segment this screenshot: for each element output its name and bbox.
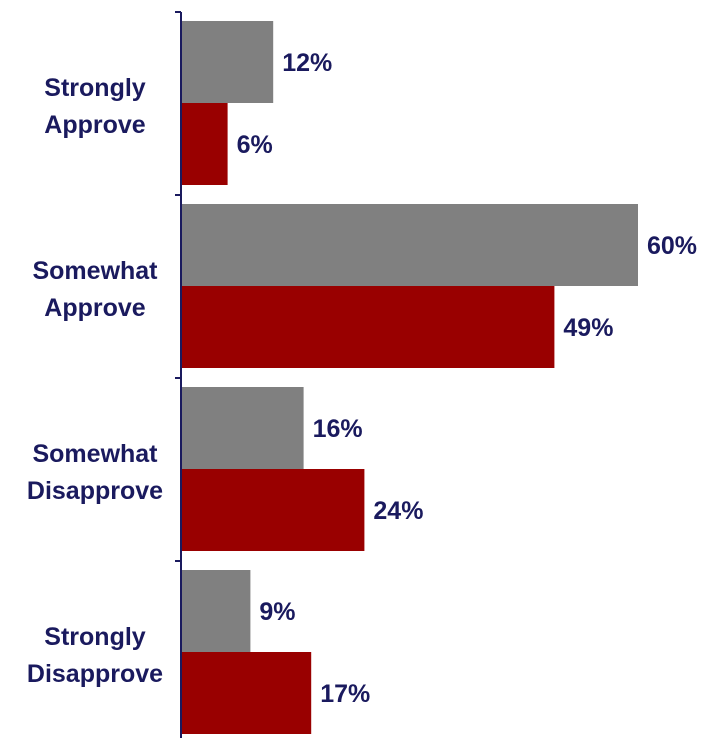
data-label: 9%: [259, 598, 295, 626]
bar-red: [182, 652, 312, 734]
bar-gray: [182, 570, 251, 652]
bar-gray: [182, 204, 638, 286]
data-label: 24%: [373, 497, 423, 525]
data-label: 60%: [647, 232, 697, 260]
category-label: Strongly Disapprove: [27, 623, 163, 688]
bar-red: [182, 469, 365, 551]
bar-red: [182, 286, 555, 368]
bar-gray: [182, 387, 304, 469]
bar-gray: [182, 21, 274, 103]
data-label: 12%: [282, 49, 332, 77]
category-label: Somewhat Disapprove: [27, 440, 163, 505]
bar-red: [182, 103, 228, 185]
category-label: Somewhat Approve: [32, 257, 158, 322]
data-label: 17%: [320, 680, 370, 708]
data-label: 6%: [237, 131, 273, 159]
category-label: Strongly Approve: [44, 74, 146, 139]
data-label: 16%: [313, 415, 363, 443]
data-label: 49%: [563, 314, 613, 342]
